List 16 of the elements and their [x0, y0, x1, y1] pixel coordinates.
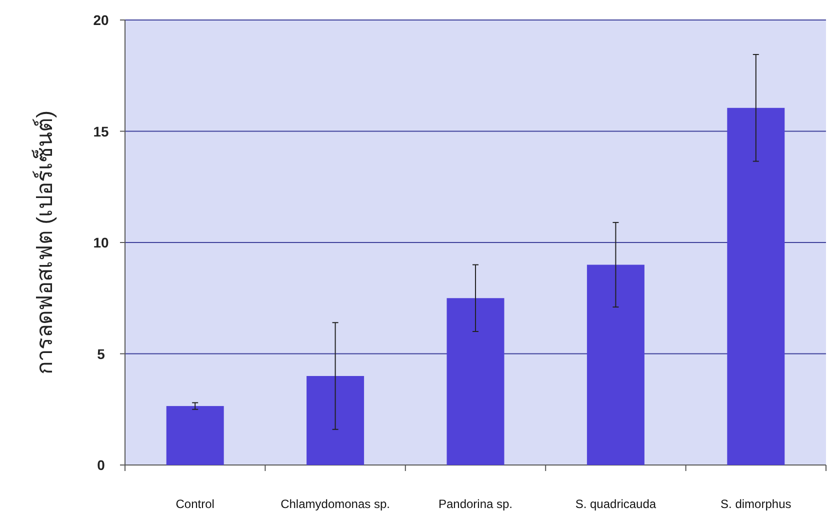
- bar: [306, 376, 364, 465]
- bar: [446, 298, 504, 465]
- bar: [727, 108, 785, 465]
- y-tick-label: 15: [93, 123, 109, 140]
- y-tick-label: 0: [97, 457, 106, 473]
- y-tick-label: 5: [97, 346, 106, 362]
- x-tick-label: Pandorina sp.: [438, 497, 513, 511]
- bar: [166, 406, 224, 465]
- y-tick-label: 10: [93, 234, 109, 250]
- y-axis-title: การลดฟอสเฟต (เปอร์เซ็นต์): [30, 110, 57, 374]
- bar: [586, 264, 644, 465]
- x-tick-label: S. dimorphus: [720, 497, 792, 511]
- x-tick-label: S. quadricauda: [575, 497, 656, 511]
- y-tick-label: 20: [93, 12, 109, 28]
- x-tick-label: Chlamydomonas sp.: [280, 497, 390, 511]
- x-tick-label: Control: [176, 497, 214, 511]
